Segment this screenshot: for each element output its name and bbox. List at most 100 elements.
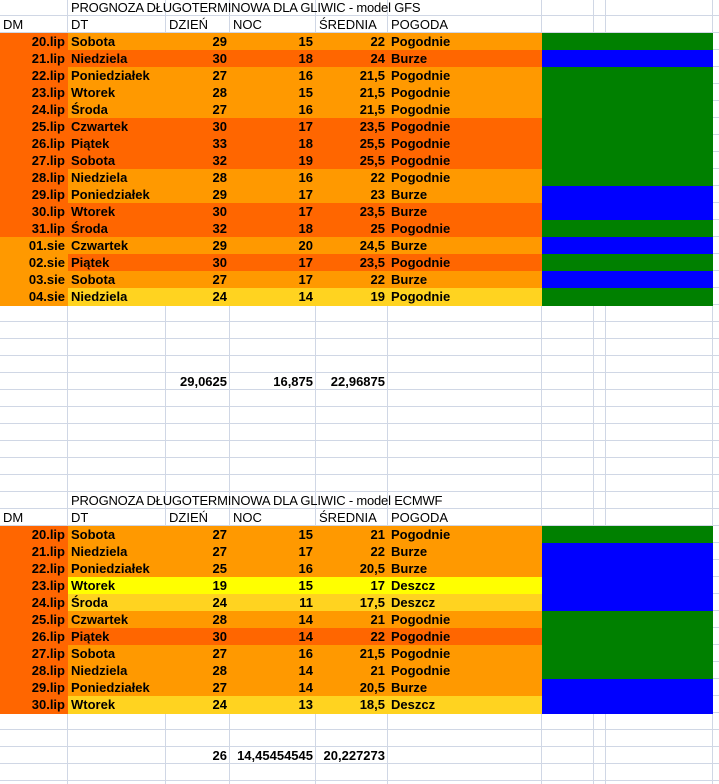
weather-color-block[interactable]: [542, 679, 713, 697]
cell-weather[interactable]: Deszcz: [388, 696, 542, 714]
cell-weather[interactable]: Pogodnie: [388, 135, 542, 153]
cell-weekday[interactable]: Poniedziałek: [68, 560, 166, 578]
cell-weekday[interactable]: Niedziela: [68, 50, 166, 68]
cell-weather[interactable]: Pogodnie: [388, 84, 542, 102]
cell-date[interactable]: 28.lip: [0, 662, 68, 680]
weather-color-block[interactable]: [542, 560, 713, 578]
cell-date[interactable]: 25.lip: [0, 611, 68, 629]
cell-weekday[interactable]: Sobota: [68, 33, 166, 51]
cell-avg-temp[interactable]: 18,5: [316, 696, 388, 714]
cell-night-temp[interactable]: 14: [230, 628, 316, 646]
cell-day-temp[interactable]: 29: [166, 33, 230, 51]
cell-night-temp[interactable]: 16: [230, 67, 316, 85]
cell-day-temp[interactable]: 24: [166, 696, 230, 714]
cell-weather[interactable]: Pogodnie: [388, 33, 542, 51]
cell-avg-temp[interactable]: 23,5: [316, 118, 388, 136]
cell-date[interactable]: 26.lip: [0, 135, 68, 153]
cell-weather[interactable]: Pogodnie: [388, 220, 542, 238]
weather-color-block[interactable]: [542, 271, 713, 289]
cell-date[interactable]: 25.lip: [0, 118, 68, 136]
header-weather[interactable]: POGODA: [391, 510, 449, 525]
cell-date[interactable]: 26.lip: [0, 628, 68, 646]
cell-day-temp[interactable]: 27: [166, 645, 230, 663]
cell-avg-temp[interactable]: 23: [316, 186, 388, 204]
cell-weekday[interactable]: Wtorek: [68, 696, 166, 714]
cell-night-temp[interactable]: 17: [230, 118, 316, 136]
cell-weather[interactable]: Pogodnie: [388, 101, 542, 119]
cell-weekday[interactable]: Sobota: [68, 526, 166, 544]
weather-color-block[interactable]: [542, 577, 713, 595]
weather-color-block[interactable]: [542, 186, 713, 204]
cell-night-temp[interactable]: 16: [230, 645, 316, 663]
cell-day-temp[interactable]: 27: [166, 271, 230, 289]
weather-color-block[interactable]: [542, 135, 713, 153]
cell-avg-temp[interactable]: 17: [316, 577, 388, 595]
cell-day-temp[interactable]: 25: [166, 560, 230, 578]
cell-date[interactable]: 03.sie: [0, 271, 68, 289]
cell-date[interactable]: 29.lip: [0, 186, 68, 204]
cell-weather[interactable]: Pogodnie: [388, 67, 542, 85]
cell-night-temp[interactable]: 18: [230, 135, 316, 153]
cell-weather[interactable]: Pogodnie: [388, 118, 542, 136]
cell-weekday[interactable]: Piątek: [68, 254, 166, 272]
cell-date[interactable]: 20.lip: [0, 33, 68, 51]
cell-date[interactable]: 21.lip: [0, 543, 68, 561]
cell-night-temp[interactable]: 18: [230, 50, 316, 68]
cell-avg-temp[interactable]: 21: [316, 526, 388, 544]
table-title[interactable]: PROGNOZA DŁUGOTERMINOWA DLA GLIWIC - mod…: [71, 0, 421, 15]
cell-weekday[interactable]: Środa: [68, 101, 166, 119]
cell-avg-temp[interactable]: 22: [316, 271, 388, 289]
header-avg[interactable]: ŚREDNIA: [319, 17, 377, 32]
cell-weekday[interactable]: Środa: [68, 594, 166, 612]
cell-day-temp[interactable]: 30: [166, 118, 230, 136]
cell-weekday[interactable]: Środa: [68, 220, 166, 238]
header-dt[interactable]: DT: [71, 17, 89, 32]
cell-night-temp[interactable]: 17: [230, 271, 316, 289]
header-dm[interactable]: DM: [3, 17, 24, 32]
cell-weather[interactable]: Deszcz: [388, 594, 542, 612]
cell-weekday[interactable]: Poniedziałek: [68, 679, 166, 697]
cell-date[interactable]: 22.lip: [0, 67, 68, 85]
header-day[interactable]: DZIEŃ: [169, 17, 208, 32]
cell-avg-temp[interactable]: 22: [316, 169, 388, 187]
cell-day-temp[interactable]: 27: [166, 101, 230, 119]
cell-weather[interactable]: Burze: [388, 271, 542, 289]
cell-avg-temp[interactable]: 22: [316, 628, 388, 646]
header-avg[interactable]: ŚREDNIA: [319, 510, 377, 525]
table-title[interactable]: PROGNOZA DŁUGOTERMINOWA DLA GLIWIC - mod…: [71, 493, 443, 508]
cell-weekday[interactable]: Czwartek: [68, 237, 166, 255]
average-day[interactable]: 26: [212, 748, 227, 763]
cell-avg-temp[interactable]: 24,5: [316, 237, 388, 255]
cell-weather[interactable]: Burze: [388, 237, 542, 255]
weather-color-block[interactable]: [542, 645, 713, 663]
cell-day-temp[interactable]: 29: [166, 237, 230, 255]
cell-avg-temp[interactable]: 22: [316, 33, 388, 51]
cell-avg-temp[interactable]: 22: [316, 543, 388, 561]
cell-weekday[interactable]: Sobota: [68, 271, 166, 289]
cell-date[interactable]: 23.lip: [0, 84, 68, 102]
cell-weekday[interactable]: Sobota: [68, 152, 166, 170]
cell-weekday[interactable]: Sobota: [68, 645, 166, 663]
cell-weather[interactable]: Burze: [388, 50, 542, 68]
weather-color-block[interactable]: [542, 254, 713, 272]
cell-weekday[interactable]: Niedziela: [68, 288, 166, 306]
cell-date[interactable]: 24.lip: [0, 594, 68, 612]
cell-weather[interactable]: Pogodnie: [388, 526, 542, 544]
weather-color-block[interactable]: [542, 611, 713, 629]
cell-night-temp[interactable]: 15: [230, 84, 316, 102]
cell-weekday[interactable]: Poniedziałek: [68, 186, 166, 204]
cell-weather[interactable]: Pogodnie: [388, 628, 542, 646]
cell-avg-temp[interactable]: 21,5: [316, 645, 388, 663]
cell-date[interactable]: 20.lip: [0, 526, 68, 544]
cell-day-temp[interactable]: 33: [166, 135, 230, 153]
cell-day-temp[interactable]: 28: [166, 169, 230, 187]
cell-day-temp[interactable]: 24: [166, 594, 230, 612]
cell-day-temp[interactable]: 29: [166, 186, 230, 204]
cell-avg-temp[interactable]: 21,5: [316, 101, 388, 119]
cell-date[interactable]: 02.sie: [0, 254, 68, 272]
cell-night-temp[interactable]: 17: [230, 186, 316, 204]
weather-color-block[interactable]: [542, 101, 713, 119]
cell-weekday[interactable]: Czwartek: [68, 611, 166, 629]
cell-avg-temp[interactable]: 19: [316, 288, 388, 306]
cell-day-temp[interactable]: 32: [166, 152, 230, 170]
